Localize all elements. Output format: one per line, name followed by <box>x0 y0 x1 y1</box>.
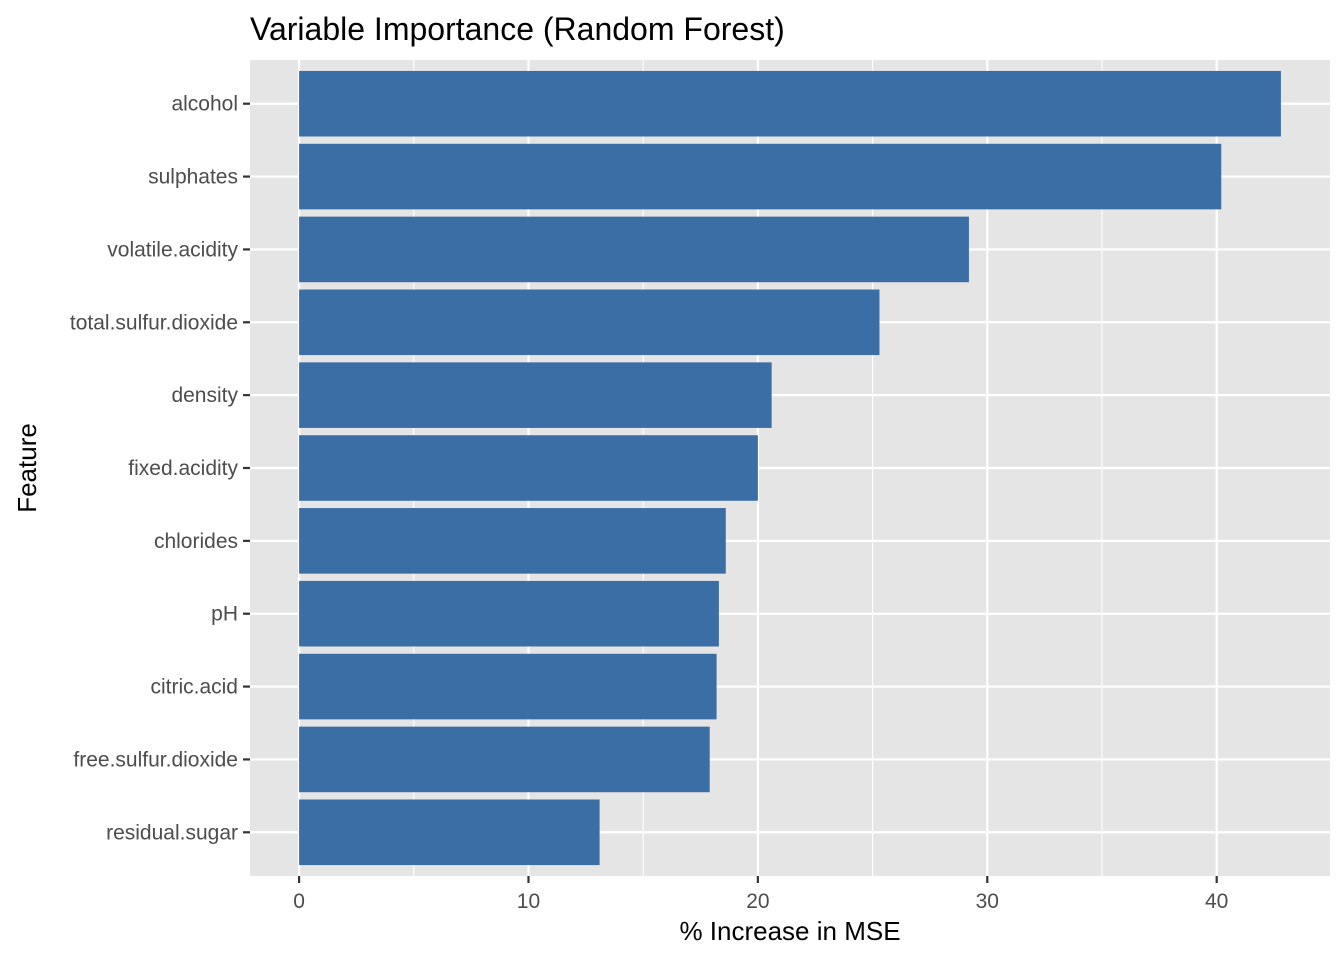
y-tick-label: fixed.acidity <box>128 457 238 480</box>
bar <box>299 362 772 428</box>
bar <box>299 435 758 501</box>
bar <box>299 143 1222 210</box>
y-tick-label: density <box>171 384 238 407</box>
x-tick-label: 40 <box>1205 890 1228 913</box>
y-tick-label: volatile.acidity <box>107 238 238 261</box>
bar <box>299 653 717 720</box>
y-tick-label: sulphates <box>148 166 238 189</box>
bar <box>299 580 719 647</box>
x-tick-label: 30 <box>976 890 999 913</box>
y-tick-label: citric.acid <box>150 676 238 699</box>
x-tick-label: 0 <box>293 890 305 913</box>
bar <box>299 508 726 574</box>
y-tick-label: residual.sugar <box>106 821 238 844</box>
y-axis: alcohol sulphates volatile.acidity total.su… <box>70 93 250 844</box>
x-tick-label: 10 <box>517 890 540 913</box>
chart-title: Variable Importance (Random Forest) <box>250 11 785 47</box>
bars <box>299 70 1281 866</box>
bar <box>299 289 880 356</box>
y-tick-label: total.sulfur.dioxide <box>70 311 238 334</box>
x-axis-title: % Increase in MSE <box>679 916 900 946</box>
bar <box>299 216 969 283</box>
y-tick-label: chlorides <box>154 530 238 553</box>
y-tick-label: alcohol <box>171 93 238 116</box>
y-tick-label: free.sulfur.dioxide <box>73 748 238 771</box>
bar <box>299 726 710 793</box>
bar <box>299 70 1281 137</box>
x-tick-label: 20 <box>746 890 769 913</box>
bar <box>299 799 600 866</box>
y-tick-label: pH <box>211 603 238 626</box>
y-axis-title: Feature <box>12 423 42 513</box>
x-axis: 0 10 20 30 40 <box>293 876 1228 913</box>
